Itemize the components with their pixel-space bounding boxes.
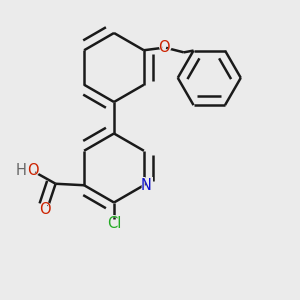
Text: N: N (139, 176, 154, 194)
Text: O: O (37, 201, 52, 219)
Text: Cl: Cl (105, 214, 123, 232)
Text: Cl: Cl (107, 216, 121, 231)
Text: O: O (27, 163, 39, 178)
Text: O: O (157, 38, 172, 56)
Text: O: O (39, 202, 50, 217)
Text: O: O (26, 161, 40, 179)
Text: O: O (158, 40, 170, 55)
Text: N: N (141, 178, 152, 193)
Text: H: H (15, 163, 26, 178)
Text: H: H (14, 161, 28, 179)
